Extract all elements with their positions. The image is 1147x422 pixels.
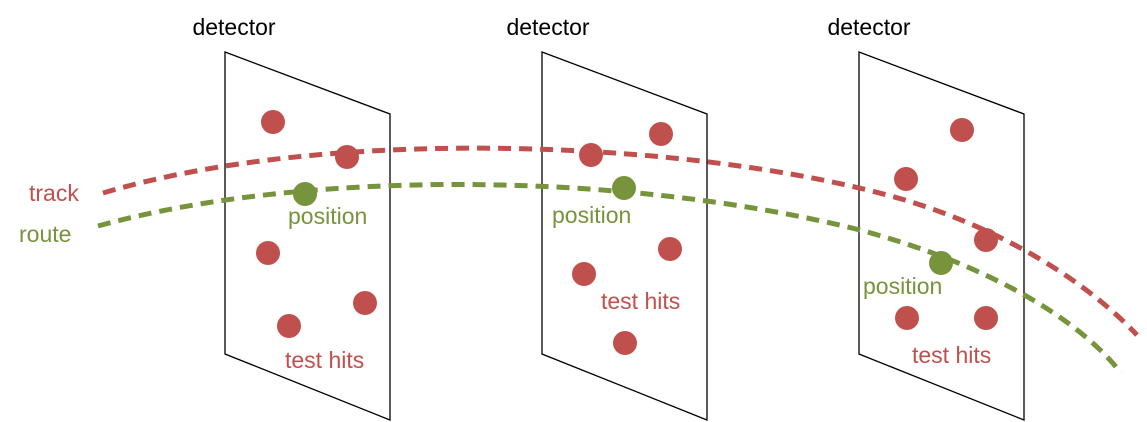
position-marker-2 — [612, 176, 636, 200]
test-hit — [579, 143, 603, 167]
test-hit — [974, 228, 998, 252]
position-label-3: position — [863, 273, 942, 299]
detector-2-hits — [572, 122, 682, 355]
track-label: track — [29, 180, 79, 206]
position-label-2: position — [552, 202, 631, 228]
test-hit — [895, 306, 919, 330]
test-hit — [277, 314, 301, 338]
detector-3-hits — [894, 118, 998, 330]
test-hit — [572, 262, 596, 286]
test-hit — [974, 306, 998, 330]
test-hit — [261, 110, 285, 134]
route-curve — [97, 182, 1123, 375]
position-marker-3 — [929, 251, 953, 275]
test-hit — [894, 167, 918, 191]
detector-panel-3 — [858, 51, 1025, 421]
position-label-1: position — [288, 203, 367, 229]
track-curve — [102, 145, 1139, 337]
test-hit — [613, 331, 637, 355]
detector-title-1: detector — [192, 14, 275, 40]
detector-panel-1 — [224, 51, 391, 421]
detector-1-hits — [256, 110, 377, 338]
detector-panel-2 — [541, 51, 708, 421]
test-hit — [353, 291, 377, 315]
test-hits-label-1: test hits — [285, 347, 364, 373]
test-hit — [950, 118, 974, 142]
position-marker-1 — [293, 182, 317, 206]
test-hit — [649, 122, 673, 146]
detector-title-3: detector — [827, 14, 910, 40]
test-hit — [335, 145, 359, 169]
test-hits-label-2: test hits — [601, 288, 680, 314]
test-hit — [256, 241, 280, 265]
test-hit — [658, 237, 682, 261]
test-hits-label-3: test hits — [912, 342, 991, 368]
route-label: route — [19, 221, 71, 247]
detector-title-2: detector — [506, 14, 589, 40]
